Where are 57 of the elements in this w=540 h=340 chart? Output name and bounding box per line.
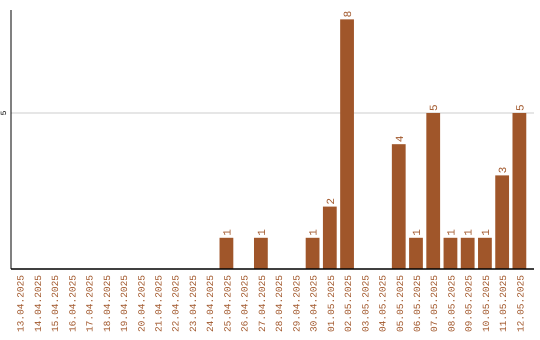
x-tick-label: 15.04.2025 (50, 274, 62, 332)
ref-line-label: 5 (0, 110, 9, 116)
x-tick-label: 18.04.2025 (102, 274, 113, 332)
x-tick-label: 03.05.2025 (360, 274, 372, 332)
data-label: 1 (464, 228, 476, 236)
bar (426, 112, 440, 269)
bar (254, 238, 268, 269)
bar (495, 175, 510, 269)
bar (478, 238, 492, 269)
data-label: 8 (343, 10, 356, 18)
x-tick-label: 25.04.2025 (222, 274, 234, 332)
x-tick-label: 30.04.2025 (308, 274, 320, 332)
data-label: 1 (308, 228, 321, 236)
x-tick-label: 14.04.2025 (32, 274, 44, 332)
x-tick-label: 28.04.2025 (274, 274, 286, 332)
bar (460, 238, 475, 269)
x-tick-label: 01.05.2025 (326, 274, 337, 332)
x-tick-label: 17.04.2025 (84, 274, 96, 332)
x-tick-label: 16.04.2025 (67, 274, 78, 332)
x-tick-label: 06.05.2025 (412, 274, 423, 332)
x-tick-label: 24.04.2025 (205, 274, 216, 332)
x-tick-label: 29.04.2025 (291, 274, 302, 332)
x-tick-label: 08.05.2025 (446, 274, 458, 332)
data-label: 1 (480, 228, 493, 236)
data-label: 3 (498, 166, 510, 174)
x-tick-label: 05.05.2025 (394, 274, 406, 332)
data-label: 1 (222, 228, 234, 236)
x-tick-label: 26.04.2025 (240, 274, 251, 332)
bar (512, 112, 526, 269)
data-label: 2 (326, 198, 338, 205)
x-tick-label: 07.05.2025 (429, 274, 440, 332)
bar (322, 206, 337, 269)
x-tick-label: 12.05.2025 (515, 274, 526, 332)
x-tick-label: 22.04.2025 (170, 274, 182, 332)
x-tick-label: 27.04.2025 (256, 274, 268, 332)
data-label: 1 (446, 228, 458, 236)
data-label: 1 (256, 228, 269, 236)
bar (340, 19, 354, 269)
x-tick-label: 19.04.2025 (119, 274, 130, 332)
data-label: 5 (429, 104, 442, 111)
x-tick-label: 04.05.2025 (378, 274, 389, 332)
data-label: 4 (394, 135, 407, 142)
x-tick-label: 11.05.2025 (498, 274, 510, 332)
x-tick-label: 20.04.2025 (136, 274, 148, 332)
x-tick-label: 09.05.2025 (464, 274, 475, 332)
data-label: 5 (515, 104, 528, 111)
x-tick-label: 10.05.2025 (480, 274, 492, 332)
x-tick-label: 13.04.2025 (16, 274, 27, 332)
x-tick-label: 23.04.2025 (188, 274, 199, 332)
x-tick-label: 02.05.2025 (343, 274, 354, 332)
data-label: 1 (412, 228, 424, 236)
bar (444, 238, 458, 269)
bar (306, 238, 320, 269)
bar (409, 238, 423, 269)
bar (392, 144, 406, 269)
x-tick-label: 21.04.2025 (153, 274, 164, 332)
bar (220, 238, 234, 269)
